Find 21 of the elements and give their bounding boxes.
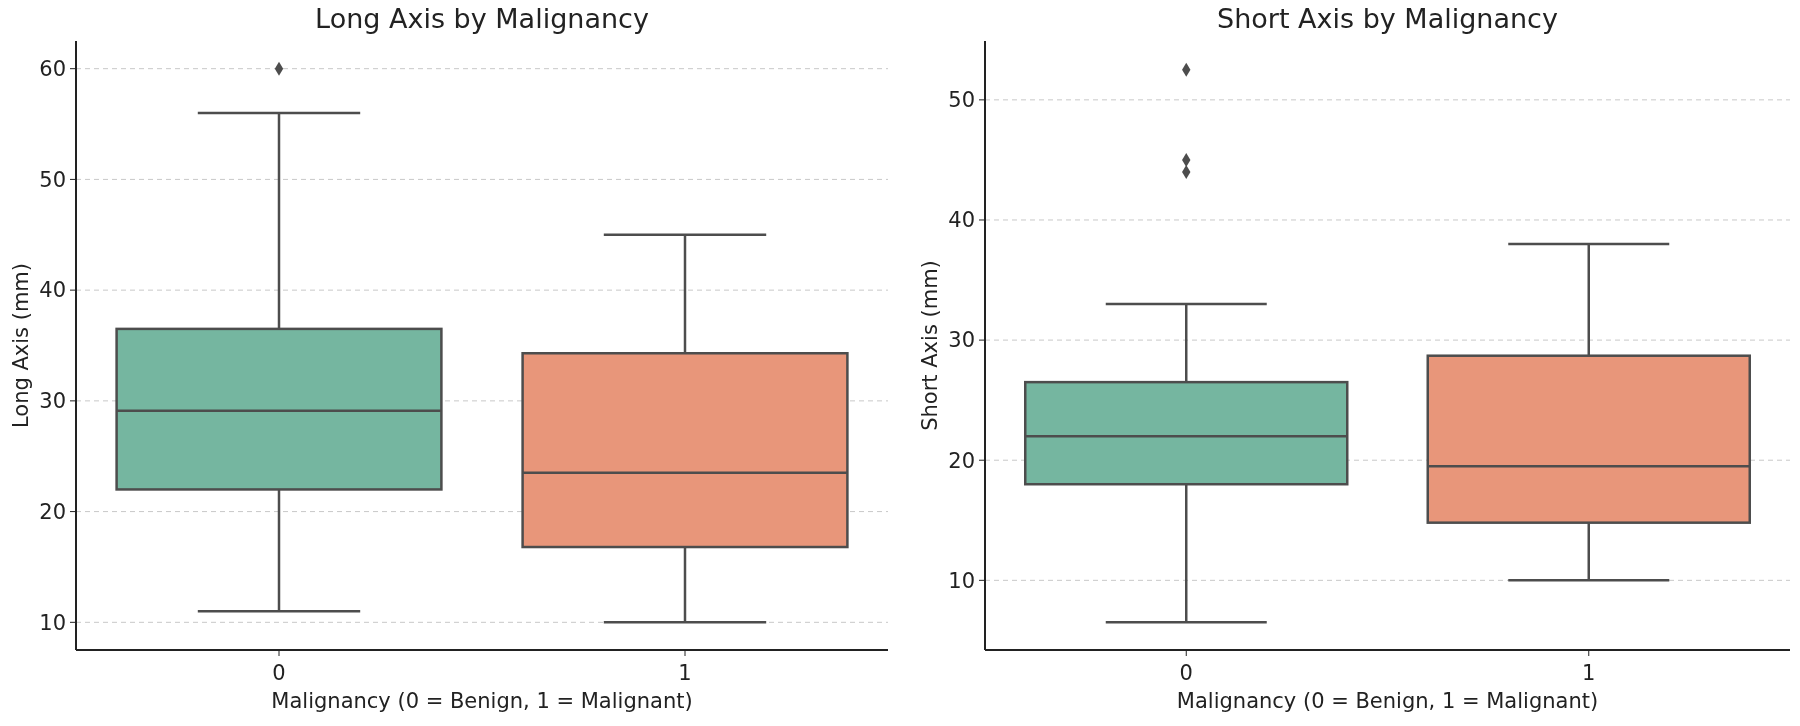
x-tick-label: 1 — [678, 661, 692, 685]
x-tick-label: 1 — [1582, 661, 1596, 685]
y-tick-label: 40 — [948, 208, 975, 233]
y-axis-title: Long Axis (mm) — [9, 262, 33, 429]
y-tick-label: 60 — [39, 57, 66, 82]
y-tick-label: 10 — [948, 568, 975, 593]
y-tick-label: 10 — [39, 610, 66, 635]
x-axis-title: Malignancy (0 = Benign, 1 = Malignant) — [271, 689, 693, 713]
x-tick-label: 0 — [272, 661, 286, 685]
chart-title: Short Axis by Malignancy — [1217, 3, 1558, 34]
chart-title: Long Axis by Malignancy — [315, 3, 649, 34]
x-tick-label: 0 — [1179, 661, 1193, 685]
y-tick-label: 20 — [948, 448, 975, 473]
y-tick-label: 30 — [948, 328, 975, 353]
y-tick-label: 30 — [39, 389, 66, 414]
x-axis-title: Malignancy (0 = Benign, 1 = Malignant) — [1176, 689, 1599, 713]
y-tick-label: 50 — [39, 167, 66, 192]
y-axis-title: Short Axis (mm) — [918, 260, 942, 431]
y-tick-label: 50 — [948, 88, 975, 113]
y-tick-label: 20 — [39, 499, 66, 524]
y-tick-label: 40 — [39, 278, 66, 303]
